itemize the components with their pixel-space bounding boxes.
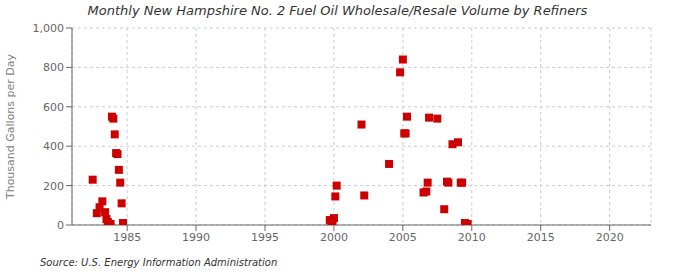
svg-text:2005: 2005 bbox=[389, 231, 417, 244]
svg-text:800: 800 bbox=[43, 61, 64, 74]
svg-text:2020: 2020 bbox=[596, 231, 624, 244]
html-text:Source: U.S. Energy Informatio: Source: U.S. Energy Information Administ… bbox=[40, 257, 278, 268]
svg-text:1990: 1990 bbox=[182, 231, 210, 244]
svg-text:1985: 1985 bbox=[113, 231, 141, 244]
svg-text:1,000: 1,000 bbox=[33, 22, 65, 35]
svg-text:400: 400 bbox=[43, 140, 64, 153]
svg-text:0: 0 bbox=[57, 219, 64, 232]
svg-text:200: 200 bbox=[43, 180, 64, 193]
svg-text:1995: 1995 bbox=[251, 231, 279, 244]
svg-text:2010: 2010 bbox=[458, 231, 486, 244]
html-text:Monthly New Hampshire No. 2 Fu: Monthly New Hampshire No. 2 Fuel Oil Who… bbox=[87, 3, 588, 18]
svg-text:2000: 2000 bbox=[320, 231, 348, 244]
svg-text:Thousand Gallons per Day: Thousand Gallons per Day bbox=[8, 53, 17, 200]
svg-text:600: 600 bbox=[43, 101, 64, 114]
svg-text:2015: 2015 bbox=[527, 231, 555, 244]
